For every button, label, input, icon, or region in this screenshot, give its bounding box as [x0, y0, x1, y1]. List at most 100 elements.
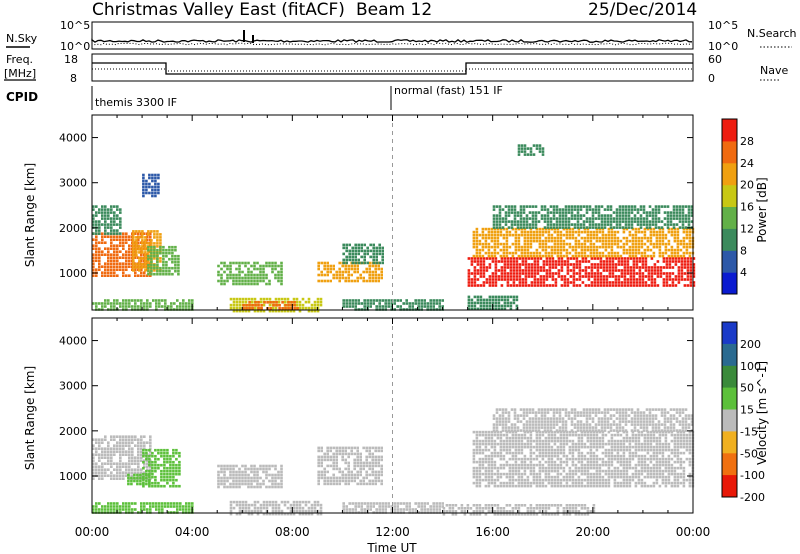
- data-cell: [161, 508, 164, 511]
- data-cell: [576, 223, 580, 226]
- data-cell: [631, 245, 635, 249]
- data-cell: [619, 475, 623, 479]
- data-cell: [641, 263, 645, 266]
- data-cell: [610, 436, 614, 440]
- data-cell: [497, 269, 501, 272]
- data-cell: [611, 275, 615, 278]
- data-cell: [521, 260, 525, 263]
- data-cell: [156, 248, 159, 252]
- data-cell: [277, 509, 281, 513]
- data-cell: [332, 267, 335, 271]
- data-cell: [116, 450, 119, 453]
- data-cell: [589, 448, 593, 452]
- data-cell: [631, 233, 635, 237]
- data-cell: [169, 466, 172, 470]
- data-cell: [533, 257, 537, 260]
- data-cell: [116, 265, 119, 268]
- data-cell: [125, 265, 128, 268]
- data-cell: [417, 305, 420, 308]
- data-cell: [616, 484, 620, 488]
- data-cell: [223, 464, 226, 468]
- data-cell: [499, 451, 503, 455]
- data-cell: [150, 254, 153, 258]
- data-cell: [101, 453, 104, 456]
- data-cell: [283, 503, 287, 507]
- data-cell: [642, 223, 646, 226]
- data-cell: [571, 454, 575, 458]
- data-cell: [347, 279, 350, 283]
- data-cell: [348, 305, 351, 308]
- data-cell: [317, 446, 320, 450]
- data-cell: [151, 484, 154, 488]
- data-cell: [238, 470, 241, 474]
- data-cell: [502, 448, 506, 452]
- data-cell: [92, 508, 95, 511]
- data-cell: [634, 242, 638, 246]
- data-cell: [125, 441, 128, 444]
- data-cell: [110, 229, 113, 232]
- data-cell: [607, 236, 611, 240]
- data-cell: [262, 470, 265, 474]
- data-cell: [351, 252, 354, 256]
- data-cell: [586, 484, 590, 488]
- data-cell: [650, 275, 654, 278]
- data-cell: [363, 261, 366, 265]
- data-cell: [332, 446, 335, 450]
- data-cell: [544, 248, 548, 252]
- data-cell: [226, 476, 229, 480]
- data-cell: [338, 267, 341, 271]
- data-cell: [529, 239, 533, 243]
- data-cell: [498, 214, 502, 217]
- data-cell: [374, 464, 377, 468]
- data-cell: [517, 463, 521, 467]
- data-cell: [552, 214, 556, 217]
- data-cell: [150, 251, 153, 255]
- data-cell: [101, 474, 104, 477]
- data-cell: [377, 446, 380, 450]
- data-cell: [481, 433, 485, 437]
- data-cell: [101, 250, 104, 253]
- data-cell: [174, 269, 177, 273]
- data-cell: [241, 276, 244, 280]
- data-cell: [646, 245, 650, 249]
- data-cell: [587, 284, 591, 287]
- data-cell: [127, 482, 130, 486]
- data-cell: [505, 451, 509, 455]
- data-cell: [119, 241, 122, 244]
- data-cell: [622, 454, 626, 458]
- data-cell: [248, 301, 251, 304]
- data-cell: [630, 217, 634, 220]
- data-cell: [569, 257, 573, 260]
- data-cell: [478, 254, 482, 258]
- data-cell: [472, 469, 476, 473]
- data-cell: [320, 473, 323, 477]
- data-cell: [128, 274, 131, 277]
- data-cell: [344, 276, 347, 280]
- data-cell: [533, 263, 537, 266]
- data-cell: [516, 223, 520, 226]
- data-cell: [98, 441, 101, 444]
- data-cell: [632, 257, 636, 260]
- data-cell: [149, 232, 152, 235]
- data-cell: [353, 479, 356, 483]
- data-cell: [482, 275, 486, 278]
- data-cell: [622, 445, 626, 449]
- data-cell: [484, 236, 488, 240]
- data-cell: [145, 191, 148, 195]
- data-cell: [277, 297, 281, 301]
- data-cell: [514, 242, 518, 246]
- data-cell: [110, 220, 113, 223]
- data-cell: [632, 269, 636, 272]
- data-cell: [586, 439, 590, 443]
- data-cell: [624, 214, 628, 217]
- data-cell: [635, 281, 639, 284]
- data-cell: [568, 472, 572, 476]
- data-cell: [147, 266, 150, 270]
- data-cell: [140, 305, 143, 308]
- data-cell: [253, 309, 257, 313]
- data-cell: [384, 505, 387, 508]
- data-cell: [684, 220, 688, 223]
- data-cell: [612, 220, 616, 223]
- data-cell: [563, 281, 567, 284]
- data-cell: [597, 223, 601, 226]
